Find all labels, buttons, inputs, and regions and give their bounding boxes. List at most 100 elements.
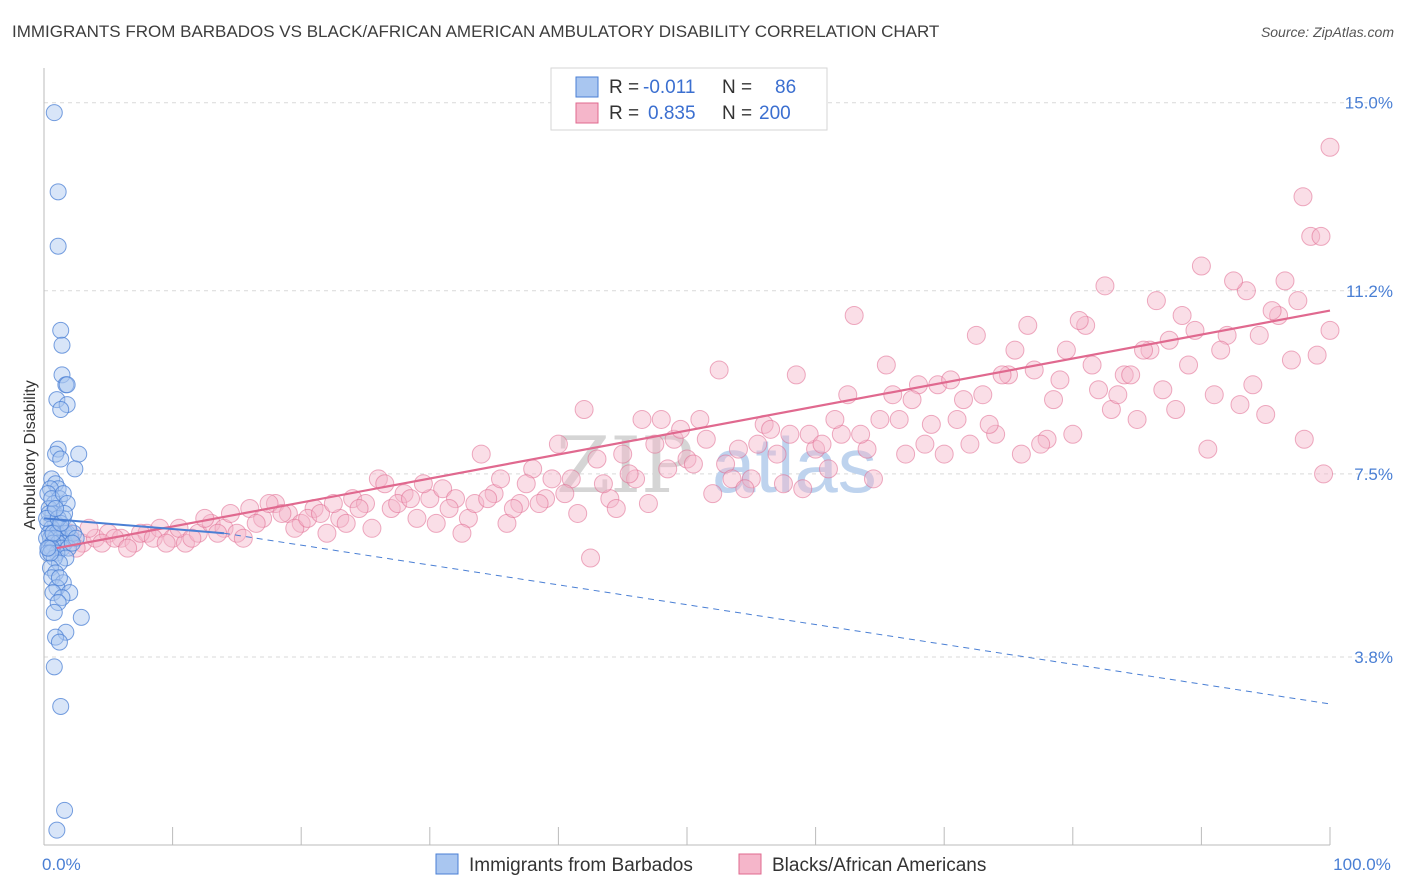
point-blacks-153 bbox=[748, 434, 768, 454]
point-blacks-197 bbox=[1293, 187, 1313, 207]
point-barbados-2 bbox=[49, 237, 67, 255]
point-blacks-151 bbox=[722, 469, 742, 489]
point-blacks-158 bbox=[812, 434, 832, 454]
point-blacks-117 bbox=[285, 518, 305, 538]
point-blacks-164 bbox=[889, 409, 909, 429]
y-tick-label-3: 15.0% bbox=[1345, 94, 1393, 113]
point-blacks-181 bbox=[1108, 385, 1128, 405]
point-blacks-82 bbox=[1114, 365, 1134, 385]
point-barbados-62 bbox=[72, 608, 90, 626]
point-blacks-129 bbox=[439, 499, 459, 519]
point-blacks-32 bbox=[471, 444, 491, 464]
point-blacks-59 bbox=[818, 459, 838, 479]
point-barbados-57 bbox=[44, 584, 62, 602]
point-blacks-48 bbox=[677, 449, 697, 469]
point-blacks-68 bbox=[934, 444, 954, 464]
point-barbados-12 bbox=[49, 440, 67, 458]
point-blacks-119 bbox=[310, 503, 330, 523]
point-blacks-95 bbox=[1281, 350, 1301, 370]
point-blacks-163 bbox=[876, 355, 896, 375]
legend-r-blacks: 0.835 bbox=[648, 103, 696, 124]
point-blacks-165 bbox=[902, 390, 922, 410]
point-blacks-64 bbox=[883, 385, 903, 405]
point-barbados-83 bbox=[56, 504, 74, 522]
legend-n-label-barbados: N = bbox=[722, 77, 752, 98]
point-blacks-172 bbox=[992, 365, 1012, 385]
point-blacks-135 bbox=[516, 474, 536, 494]
point-blacks-194 bbox=[1288, 291, 1308, 311]
point-blacks-91 bbox=[1230, 395, 1250, 415]
point-blacks-113 bbox=[233, 528, 253, 548]
point-barbados-3 bbox=[52, 321, 70, 339]
point-blacks-157 bbox=[799, 424, 819, 444]
point-blacks-125 bbox=[388, 494, 408, 514]
point-blacks-175 bbox=[1031, 434, 1051, 454]
point-blacks-144 bbox=[632, 409, 652, 429]
point-blacks-77 bbox=[1050, 370, 1070, 390]
point-blacks-198 bbox=[1311, 226, 1331, 246]
point-blacks-43 bbox=[613, 444, 633, 464]
x-tick-label-0: 0.0% bbox=[42, 855, 81, 874]
point-blacks-50 bbox=[703, 484, 723, 504]
point-blacks-65 bbox=[896, 444, 916, 464]
point-blacks-128 bbox=[426, 513, 446, 533]
point-blacks-23 bbox=[356, 494, 375, 514]
point-barbados-11 bbox=[70, 445, 88, 463]
point-blacks-86 bbox=[1166, 400, 1186, 420]
x-tick-label-1: 100.0% bbox=[1333, 855, 1391, 874]
point-blacks-142 bbox=[606, 499, 626, 519]
point-blacks-114 bbox=[246, 513, 266, 533]
point-blacks-37 bbox=[536, 489, 556, 509]
point-blacks-146 bbox=[658, 459, 678, 479]
point-blacks-79 bbox=[1076, 315, 1096, 335]
point-blacks-96 bbox=[1294, 429, 1314, 449]
point-blacks-87 bbox=[1179, 355, 1199, 375]
point-blacks-46 bbox=[651, 409, 671, 429]
point-barbados-14 bbox=[52, 450, 70, 468]
y-tick-labels: 3.8% 7.5% 11.2% 15.0% bbox=[1345, 94, 1393, 667]
point-blacks-20 bbox=[317, 523, 337, 543]
point-blacks-140 bbox=[581, 548, 601, 568]
point-blacks-27 bbox=[407, 508, 427, 528]
point-blacks-41 bbox=[587, 449, 607, 469]
series-legend: Immigrants from Barbados Blacks/African … bbox=[435, 853, 986, 876]
point-blacks-38 bbox=[548, 434, 568, 454]
point-blacks-78 bbox=[1063, 424, 1083, 444]
point-blacks-190 bbox=[1224, 271, 1244, 291]
stats-legend: R = -0.011 N = 86 R = 0.835 N = 200 bbox=[550, 67, 828, 131]
point-blacks-159 bbox=[825, 409, 845, 429]
point-blacks-18 bbox=[291, 513, 311, 533]
legend-r-label-blacks: R = bbox=[609, 103, 639, 124]
point-barbados-63 bbox=[57, 623, 75, 641]
point-blacks-44 bbox=[626, 469, 646, 489]
point-blacks-143 bbox=[619, 464, 639, 484]
point-blacks-161 bbox=[851, 424, 871, 444]
point-blacks-152 bbox=[735, 479, 755, 499]
point-blacks-35 bbox=[510, 494, 530, 514]
point-blacks-89 bbox=[1204, 385, 1224, 405]
point-blacks-120 bbox=[323, 494, 343, 514]
point-blacks-134 bbox=[503, 499, 523, 519]
point-blacks-148 bbox=[683, 454, 703, 474]
point-blacks-124 bbox=[375, 474, 395, 494]
point-blacks-145 bbox=[645, 434, 665, 454]
bottom-legend-swatch-barbados bbox=[435, 853, 459, 875]
point-blacks-85 bbox=[1153, 380, 1173, 400]
point-blacks-154 bbox=[761, 419, 781, 439]
point-blacks-122 bbox=[349, 499, 369, 519]
point-blacks-93 bbox=[1256, 404, 1276, 424]
x-tick-labels: 0.0% 100.0% bbox=[42, 855, 1391, 874]
point-barbados-73 bbox=[54, 485, 72, 503]
point-blacks-67 bbox=[921, 414, 941, 434]
legend-swatch-barbados bbox=[575, 76, 599, 98]
legend-swatch-blacks bbox=[575, 102, 599, 124]
point-blacks-45 bbox=[638, 494, 658, 514]
point-blacks-71 bbox=[973, 385, 993, 405]
point-blacks-173 bbox=[1005, 340, 1025, 360]
point-barbados-66 bbox=[45, 658, 63, 676]
watermark-atlas: atlas bbox=[712, 421, 877, 509]
point-blacks-121 bbox=[336, 513, 356, 533]
point-barbados-8 bbox=[48, 391, 66, 409]
point-blacks-189 bbox=[1211, 340, 1231, 360]
